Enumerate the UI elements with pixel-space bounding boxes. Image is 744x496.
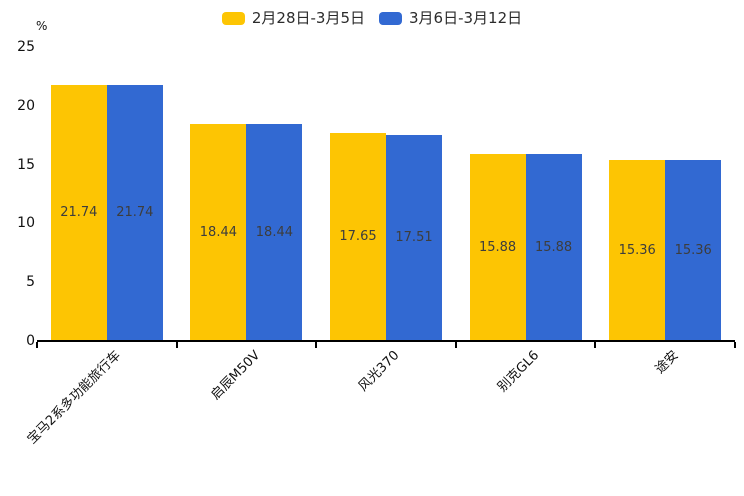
x-axis-tick xyxy=(315,342,318,348)
x-category-label: 宝马2系多功能旅行车 xyxy=(24,348,124,448)
legend-label: 2月28日-3月5日 xyxy=(251,9,365,27)
bar-value-label: 15.88 xyxy=(478,239,517,255)
y-tick-label: 25 xyxy=(17,39,35,55)
x-axis-tick xyxy=(734,342,736,348)
bar-宝马2系多功能旅行车-series1 xyxy=(50,85,107,341)
bar-value-label: 21.74 xyxy=(60,205,98,221)
legend-label: 3月6日-3月12日 xyxy=(409,9,523,27)
y-tick-label: 10 xyxy=(17,215,35,232)
bar-别克GL6-series1 xyxy=(469,154,526,341)
legend-swatch-yellow xyxy=(221,11,245,25)
y-tick-label: 5 xyxy=(26,274,35,291)
bar-value-label: 18.44 xyxy=(255,224,293,240)
bar-别克GL6-series2 xyxy=(525,154,582,341)
chart-legend: 2月28日-3月5日 3月6日-3月12日 xyxy=(0,8,744,28)
x-category-label: 途安 xyxy=(652,348,682,378)
x-axis-tick xyxy=(175,342,178,348)
x-axis-tick xyxy=(36,342,38,348)
bar-value-label: 15.36 xyxy=(674,242,712,258)
x-category-label: 启辰M50V xyxy=(208,348,264,403)
bar-value-label: 17.51 xyxy=(395,230,433,246)
y-tick-label: 20 xyxy=(17,97,35,114)
x-axis-line xyxy=(37,340,735,342)
bar-启辰M50V-series1 xyxy=(190,124,247,341)
bar-风光370-series1 xyxy=(330,133,386,341)
bar-value-label: 17.65 xyxy=(339,229,377,245)
y-tick-label: 0 xyxy=(26,333,35,349)
bar-启辰M50V-series2 xyxy=(246,124,303,341)
bar-value-label: 15.88 xyxy=(534,239,573,255)
legend-item-series-2[interactable]: 3月6日-3月12日 xyxy=(379,9,522,27)
x-axis-tick xyxy=(454,342,457,348)
bar-途安-series2 xyxy=(665,160,722,341)
y-axis-unit-label: % xyxy=(36,19,48,33)
bar-value-label: 21.74 xyxy=(116,205,154,221)
legend-swatch-blue xyxy=(379,11,402,25)
x-category-label: 风光370 xyxy=(356,348,403,395)
legend-item-series-1[interactable]: 2月28日-3月5日 xyxy=(221,9,365,27)
x-axis-tick xyxy=(594,342,597,348)
bar-途安-series1 xyxy=(609,160,666,341)
bar-value-label: 15.36 xyxy=(618,242,656,258)
x-category-label: 别克GL6 xyxy=(495,348,543,396)
bar-value-label: 18.44 xyxy=(199,224,237,240)
bar-宝马2系多功能旅行车-series2 xyxy=(106,85,163,341)
bar-风光370-series2 xyxy=(386,135,442,341)
y-tick-label: 15 xyxy=(17,156,35,173)
